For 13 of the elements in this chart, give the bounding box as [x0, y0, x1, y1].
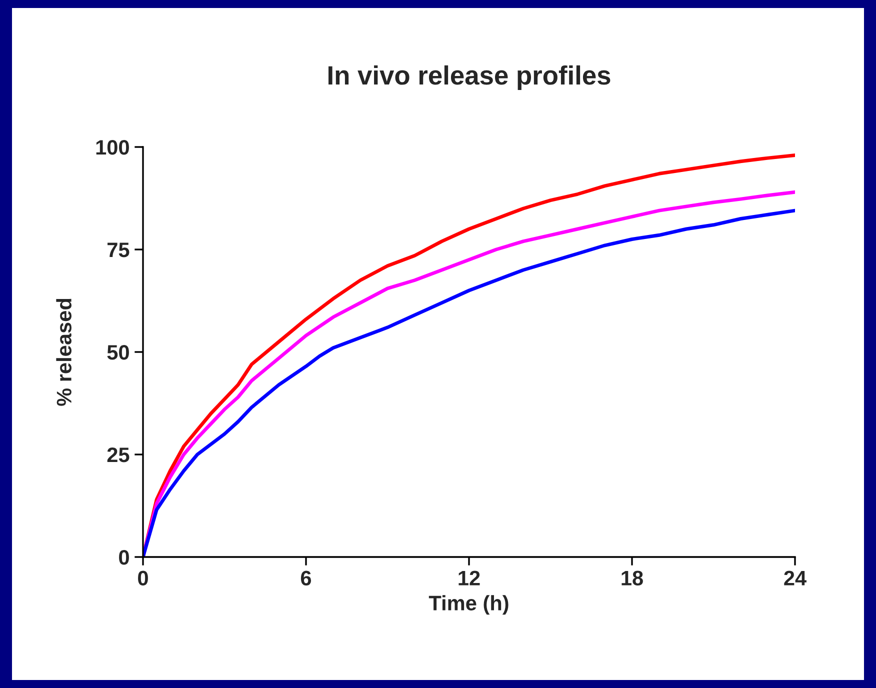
- y-axis-title: % released: [56, 298, 72, 406]
- chart-title: In vivo release profiles: [328, 65, 610, 90]
- x-tick-label: 12: [458, 570, 480, 586]
- y-tick-label: 100: [96, 140, 129, 155]
- x-tick-label: 6: [300, 570, 312, 586]
- y-tick-label: 0: [119, 550, 129, 565]
- y-tick-label: 75: [108, 242, 130, 258]
- x-tick-label: 18: [622, 570, 643, 586]
- x-tick-label: 24: [784, 570, 806, 586]
- y-tick-label: 25: [107, 448, 130, 462]
- x-tick-label: 0: [138, 570, 148, 586]
- y-tick-label: 50: [107, 345, 129, 360]
- x-axis-title: Time (h): [428, 595, 508, 615]
